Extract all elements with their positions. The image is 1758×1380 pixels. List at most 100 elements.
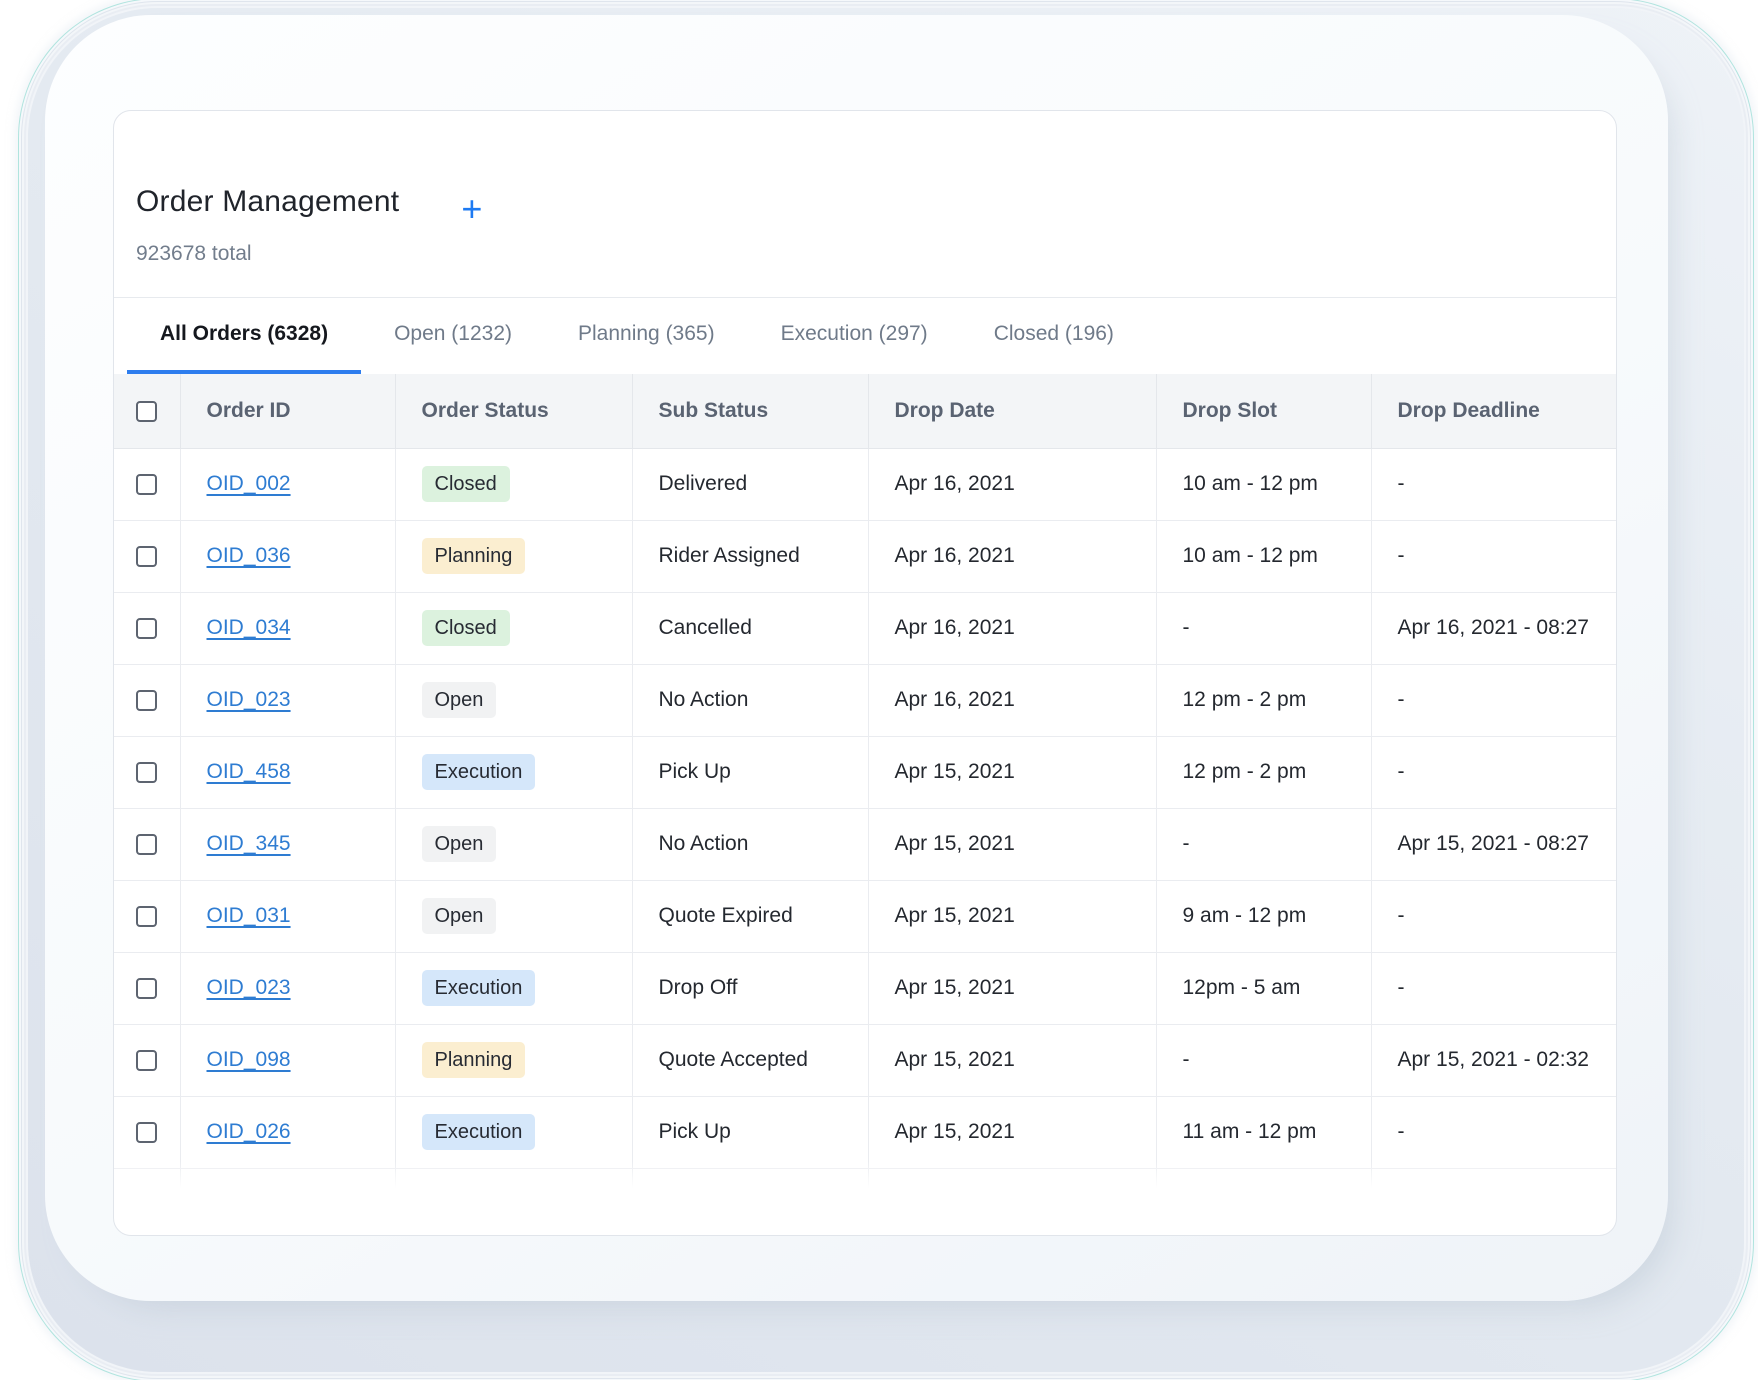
row-checkbox[interactable] bbox=[136, 977, 158, 999]
drop-slot-cell: 10 am - 12 pm bbox=[1156, 448, 1372, 521]
drop-date-cell: Apr 15, 2021 bbox=[868, 1024, 1157, 1097]
drop-slot-cell: 12pm - 5 am bbox=[1156, 952, 1372, 1025]
order-status-badge: Closed bbox=[421, 466, 510, 502]
drop-deadline-cell: Apr 15, 2021 - 02:32 bbox=[1371, 1024, 1616, 1097]
total-count: 923678 total bbox=[136, 242, 252, 265]
drop-date-cell: Apr 15, 2021 bbox=[868, 736, 1157, 809]
drop-date-cell: Apr 15, 2021 bbox=[868, 808, 1157, 881]
drop-slot-cell: - bbox=[1156, 592, 1372, 665]
drop-deadline-cell: - bbox=[1371, 952, 1616, 1025]
column-header: Drop Deadline bbox=[1371, 374, 1616, 449]
status-tabs: All Orders (6328) Open (1232) Planning (36… bbox=[114, 298, 1616, 374]
add-order-button[interactable]: + bbox=[461, 188, 483, 229]
drop-slot-cell: - bbox=[1156, 1024, 1372, 1097]
drop-deadline-cell: - bbox=[1371, 736, 1616, 809]
drop-slot-cell: 12 pm - 2 pm bbox=[1156, 736, 1372, 809]
drop-slot-cell: 9 am - 12 pm bbox=[1156, 880, 1372, 953]
table-row: OID_345 Open No Action Apr 15, 2021- Apr 15,… bbox=[114, 808, 1616, 881]
tab-closed[interactable]: Closed (196) bbox=[993, 322, 1114, 345]
sub-status-cell: Cancelled bbox=[632, 592, 869, 665]
column-header: Drop Slot bbox=[1156, 374, 1372, 449]
order-status-badge: Execution bbox=[421, 970, 536, 1006]
sub-status-cell: Pick Up bbox=[632, 736, 869, 809]
row-checkbox[interactable] bbox=[136, 617, 158, 639]
table-row: OID_023 Execution Drop Off Apr 15, 2021 12pm… bbox=[114, 952, 1616, 1025]
table-row: OID_458 Execution Pick Up Apr 15, 2021 12 pm… bbox=[114, 736, 1616, 809]
order-id-link[interactable]: OID_458 bbox=[206, 760, 291, 783]
sub-status-cell: No Action bbox=[632, 808, 869, 881]
drop-date-cell: Apr 16, 2021 bbox=[868, 448, 1157, 521]
drop-deadline-cell: - bbox=[1371, 520, 1616, 593]
table-row-partial bbox=[114, 1168, 1616, 1191]
order-status-badge: Open bbox=[421, 826, 497, 862]
tab-open[interactable]: Open (1232) bbox=[394, 322, 512, 345]
table-row: OID_002 Closed Delivered Apr 16, 2021 10 am … bbox=[114, 448, 1616, 521]
order-status-badge: Execution bbox=[421, 754, 536, 790]
row-checkbox[interactable] bbox=[136, 689, 158, 711]
table-row: OID_036 Planning Rider Assigned Apr 16, 202… bbox=[114, 520, 1616, 593]
row-checkbox[interactable] bbox=[136, 545, 158, 567]
page-title: Order Management bbox=[136, 185, 400, 218]
sub-status-cell: Drop Off bbox=[632, 952, 869, 1025]
order-management-card: Order Management + 923678 total All Orde… bbox=[113, 110, 1617, 1236]
row-checkbox[interactable] bbox=[136, 473, 158, 495]
row-checkbox[interactable] bbox=[136, 761, 158, 783]
table-row: OID_098 Planning Quote Accepted Apr 15, 202… bbox=[114, 1024, 1616, 1097]
drop-date-cell: Apr 15, 2021 bbox=[868, 952, 1157, 1025]
drop-deadline-cell: - bbox=[1371, 664, 1616, 737]
column-header: Order Status bbox=[395, 374, 633, 449]
drop-deadline-cell: Apr 16, 2021 - 08:27 bbox=[1371, 592, 1616, 665]
order-status-badge: Open bbox=[421, 898, 497, 934]
sub-status-cell: Rider Assigned bbox=[632, 520, 869, 593]
column-header: Order ID bbox=[180, 374, 396, 449]
table-row: OID_034 Closed Cancelled Apr 16, 2021- Apr 1… bbox=[114, 592, 1616, 665]
drop-date-cell: Apr 15, 2021 bbox=[868, 880, 1157, 953]
order-id-link[interactable]: OID_345 bbox=[206, 832, 291, 855]
drop-deadline-cell: - bbox=[1371, 448, 1616, 521]
column-header: Drop Date bbox=[868, 374, 1157, 449]
drop-slot-cell: 11 am - 12 pm bbox=[1156, 1096, 1372, 1169]
tab-all-orders[interactable]: All Orders (6328) bbox=[127, 298, 362, 374]
drop-slot-cell: - bbox=[1156, 808, 1372, 881]
order-id-link[interactable]: OID_031 bbox=[206, 904, 291, 927]
column-header: Sub Status bbox=[632, 374, 869, 449]
drop-slot-cell: 12 pm - 2 pm bbox=[1156, 664, 1372, 737]
row-checkbox[interactable] bbox=[136, 1049, 158, 1071]
drop-date-cell: Apr 15, 2021 bbox=[868, 1096, 1157, 1169]
order-status-badge: Closed bbox=[421, 610, 510, 646]
order-id-link[interactable]: OID_026 bbox=[206, 1120, 291, 1143]
order-id-link[interactable]: OID_034 bbox=[206, 616, 291, 639]
drop-deadline-cell: Apr 15, 2021 - 08:27 bbox=[1371, 808, 1616, 881]
card-header: Order Management + 923678 total bbox=[114, 111, 1616, 298]
sub-status-cell: Quote Expired bbox=[632, 880, 869, 953]
order-id-link[interactable]: OID_023 bbox=[206, 688, 291, 711]
sub-status-cell: Delivered bbox=[632, 448, 869, 521]
order-status-badge: Open bbox=[421, 682, 497, 718]
tab-planning[interactable]: Planning (365) bbox=[578, 322, 715, 345]
order-id-link[interactable]: OID_036 bbox=[206, 544, 291, 567]
drop-deadline-cell: - bbox=[1371, 880, 1616, 953]
order-id-link[interactable]: OID_098 bbox=[206, 1048, 291, 1071]
row-checkbox[interactable] bbox=[136, 905, 158, 927]
sub-status-cell: Pick Up bbox=[632, 1096, 869, 1169]
sub-status-cell: No Action bbox=[632, 664, 869, 737]
drop-date-cell: Apr 16, 2021 bbox=[868, 592, 1157, 665]
drop-date-cell: Apr 16, 2021 bbox=[868, 664, 1157, 737]
order-status-badge: Planning bbox=[421, 1042, 526, 1078]
drop-date-cell: Apr 16, 2021 bbox=[868, 520, 1157, 593]
orders-table: Order ID Order Status Sub Status Drop Date D… bbox=[114, 374, 1616, 1191]
tab-execution[interactable]: Execution (297) bbox=[780, 322, 928, 345]
row-checkbox[interactable] bbox=[136, 1121, 158, 1143]
drop-deadline-cell: - bbox=[1371, 1096, 1616, 1169]
order-status-badge: Planning bbox=[421, 538, 526, 574]
order-status-badge: Execution bbox=[421, 1114, 536, 1150]
table-row: OID_023 Open No Action Apr 16, 2021 12 pm - … bbox=[114, 664, 1616, 737]
drop-slot-cell: 10 am - 12 pm bbox=[1156, 520, 1372, 593]
table-row: OID_031 Open Quote Expired Apr 15, 2021 9 am… bbox=[114, 880, 1616, 953]
row-checkbox[interactable] bbox=[136, 833, 158, 855]
order-id-link[interactable]: OID_002 bbox=[206, 472, 291, 495]
sub-status-cell: Quote Accepted bbox=[632, 1024, 869, 1097]
order-id-link[interactable]: OID_023 bbox=[206, 976, 291, 999]
select-all-checkbox[interactable] bbox=[136, 400, 158, 422]
